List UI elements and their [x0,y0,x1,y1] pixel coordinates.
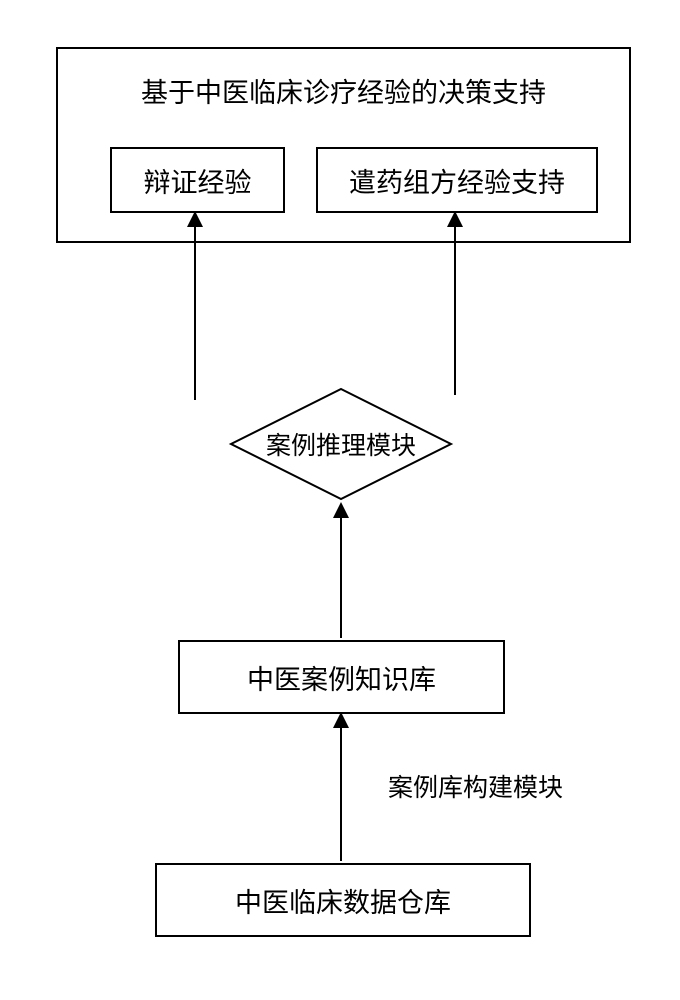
arrow-line-to-right [454,225,456,395]
arrow-line-kb-to-diamond [340,516,342,638]
case-reasoning-label: 案例推理模块 [266,426,416,462]
case-knowledge-base-box: 中医案例知识库 [178,640,505,714]
prescription-experience-label: 遣药组方经验支持 [349,161,565,200]
prescription-experience-box: 遣药组方经验支持 [316,147,598,213]
decision-support-container: 基于中医临床诊疗经验的决策支持 [56,47,631,243]
case-knowledge-base-label: 中医案例知识库 [247,658,436,697]
arrow-line-wh-to-kb [340,726,342,861]
flowchart-canvas: 基于中医临床诊疗经验的决策支持 辩证经验 遣药组方经验支持 案例推理模块 中医案… [0,0,680,1000]
dialectic-experience-label: 辩证经验 [144,161,252,200]
case-reasoning-diamond: 案例推理模块 [256,404,426,484]
arrow-line-to-left [194,225,196,400]
clinical-data-warehouse-box: 中医临床数据仓库 [155,863,531,937]
decision-support-title: 基于中医临床诊疗经验的决策支持 [58,71,629,110]
dialectic-experience-box: 辩证经验 [110,147,285,213]
case-library-build-label: 案例库构建模块 [388,768,563,804]
clinical-data-warehouse-label: 中医临床数据仓库 [235,881,451,920]
